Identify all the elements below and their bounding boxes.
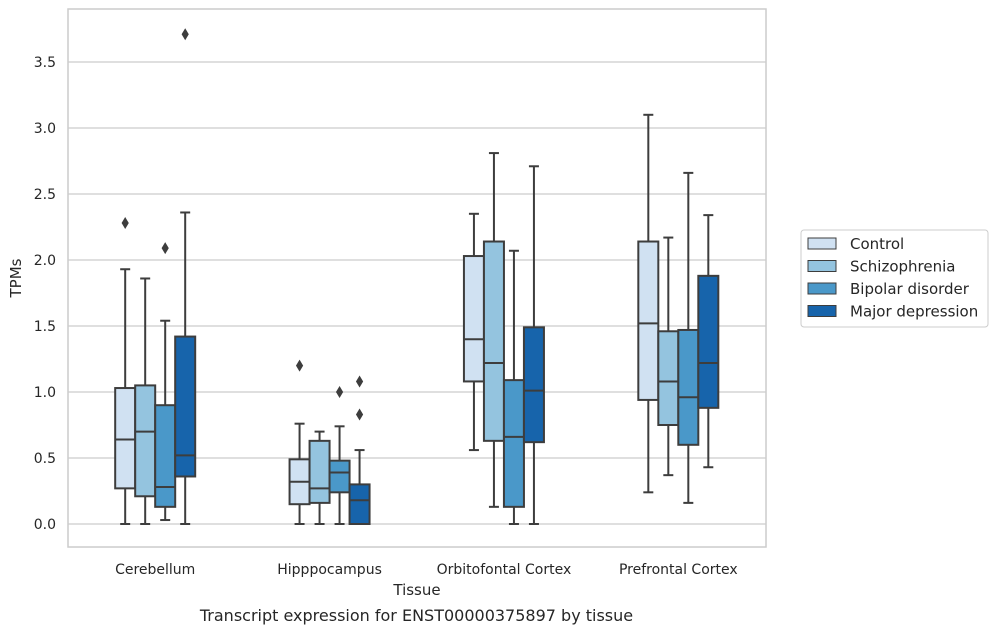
legend-label: Control [850, 235, 904, 253]
outlier-point [181, 28, 189, 41]
legend-swatch [807, 260, 837, 272]
legend-swatch [807, 237, 837, 250]
plot-frame [67, 8, 767, 548]
outlier-point [121, 217, 129, 230]
legend-label: Bipolar disorder [850, 280, 970, 298]
outlier-point [355, 408, 364, 421]
outlier-point [335, 386, 344, 398]
box-bipolar-disorder [502, 249, 525, 525]
box-control [637, 113, 660, 494]
x-tick-labels: Cerebellum Hipppocampus Orbitofontal Corte… [115, 562, 738, 578]
box-schizophrenia [134, 277, 157, 525]
y-tick-label: 2.5 [34, 187, 56, 203]
x-tick-label: Orbitofontal Cortex [437, 562, 572, 578]
box-body [134, 384, 157, 498]
box-schizophrenia [308, 430, 331, 525]
y-tick-label: 0.0 [34, 517, 56, 533]
box-major-depression [348, 375, 371, 525]
box-body [348, 483, 371, 525]
y-axis-label: TPMs [7, 258, 25, 298]
box-major-depression [697, 214, 720, 469]
x-tick-label: Cerebellum [115, 562, 195, 578]
legend-label: Major depression [850, 303, 978, 321]
box-body [522, 326, 545, 444]
box-bipolar-disorder [328, 386, 351, 525]
box-major-depression [522, 165, 545, 525]
box-body [462, 255, 485, 383]
box-control [288, 359, 311, 525]
y-tick-label: 1.5 [34, 319, 56, 335]
legend-swatch [807, 305, 837, 317]
y-tick-labels: 0.0 0.5 1.0 1.5 2.0 2.5 3.0 3.5 [34, 55, 56, 533]
y-tick-label: 3.5 [34, 55, 56, 71]
box-control [462, 212, 485, 452]
outlier-point [161, 242, 169, 255]
legend-swatch [807, 282, 837, 295]
box-body [657, 330, 680, 426]
box-control [114, 217, 137, 525]
box-body [502, 379, 525, 508]
box-body [154, 404, 177, 508]
box-body [482, 240, 505, 442]
boxes [114, 28, 720, 525]
box-body [697, 274, 720, 409]
legend-frame [800, 229, 989, 328]
outlier-point [355, 375, 364, 388]
legend: Control Schizophrenia Bipolar disorder Majo… [800, 229, 989, 328]
box-body [328, 459, 351, 494]
y-tick-label: 0.5 [34, 451, 56, 467]
box-schizophrenia [482, 152, 505, 508]
y-tick-label: 1.0 [34, 385, 56, 401]
box-body [308, 439, 331, 504]
box-schizophrenia [657, 236, 680, 477]
box-body [114, 387, 137, 490]
outlier-point [295, 359, 304, 372]
box-body [677, 328, 700, 446]
x-axis-label: Tissue [392, 581, 440, 599]
box-body [174, 335, 197, 478]
box-bipolar-disorder [154, 242, 177, 522]
legend-label: Schizophrenia [850, 258, 955, 276]
chart-caption: Transcript expression for ENST0000037589… [199, 606, 634, 625]
x-tick-label: Prefrontal Cortex [619, 562, 738, 578]
box-major-depression [174, 28, 197, 525]
box-body [637, 240, 660, 401]
box-bipolar-disorder [677, 171, 700, 504]
y-tick-label: 2.0 [34, 253, 56, 269]
x-tick-label: Hipppocampus [277, 562, 382, 578]
y-tick-label: 3.0 [34, 121, 56, 137]
